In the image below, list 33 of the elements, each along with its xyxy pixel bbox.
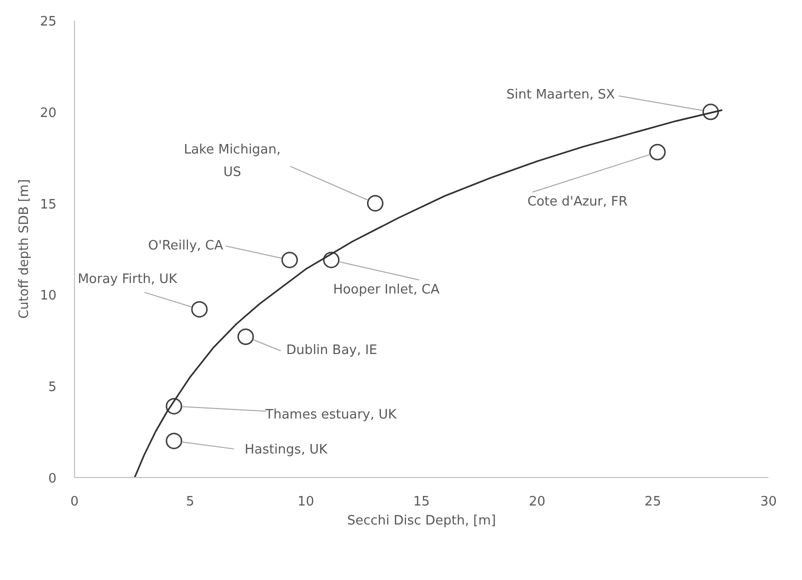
point (166, 432, 182, 450)
annotation: Sint Maarten, SX (506, 87, 616, 102)
point (166, 398, 182, 414)
point (237, 328, 254, 345)
annotation: Dublin Bay, IE (286, 343, 378, 358)
x-axis-title: Secchi Disc Depth, [m] (347, 514, 496, 528)
y-tick-label: 5 (48, 380, 57, 396)
x-tick-label: 30 (760, 494, 777, 510)
annotation: Cote d'Azur, FR (527, 194, 628, 210)
point (649, 144, 666, 160)
y-tick-label: 25 (40, 14, 57, 30)
point (323, 252, 340, 268)
annotation: Hooper Inlet, CA (333, 282, 440, 298)
x-tick-label: 5 (186, 494, 194, 510)
annotation: Moray Firth, UK (78, 272, 178, 287)
annotation: Hastings, UK (244, 442, 328, 458)
y-tick-label: 0 (48, 472, 57, 486)
annotation: Thames estuary, UK (264, 408, 398, 423)
point (191, 301, 208, 318)
x-tick-label: 0 (70, 494, 79, 510)
point (702, 104, 719, 120)
x-tick-label: 20 (528, 494, 546, 510)
x-tick-label: 15 (413, 494, 430, 510)
annotation: Lake Michigan, US (184, 142, 281, 180)
y-axis-title: Cutoff depth SDB [m] (16, 179, 32, 319)
x-tick-label: 25 (644, 494, 662, 510)
y-tick-label: 15 (40, 197, 57, 212)
y-tick-label: 20 (40, 106, 57, 121)
point (281, 252, 298, 268)
y-tick-label: 10 (40, 288, 57, 304)
annotation: O'Reilly, CA (148, 238, 224, 254)
x-tick-label: 10 (298, 494, 314, 510)
point (366, 195, 384, 212)
